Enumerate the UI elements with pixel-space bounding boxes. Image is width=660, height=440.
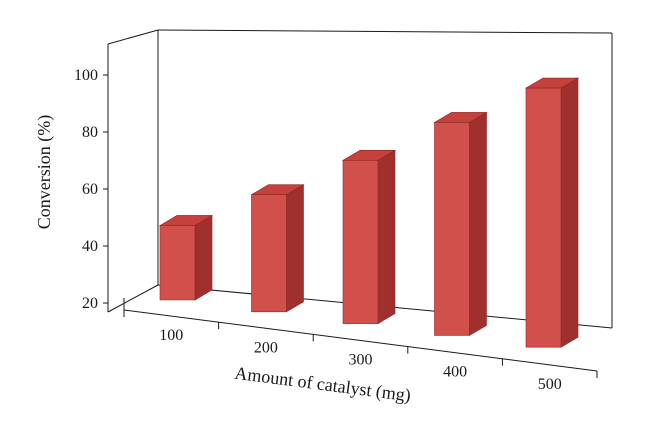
- y-tick-label: 100: [74, 67, 98, 84]
- x-tick-label: 200: [254, 339, 278, 356]
- x-ticks: 100 200 300 400 500: [123, 310, 598, 393]
- bars: [158, 77, 580, 348]
- back-wall-top-line: [157, 29, 613, 34]
- x-tick-label: 300: [349, 352, 373, 369]
- x-tick-label: 500: [538, 376, 562, 393]
- x-tick-label: 400: [443, 364, 467, 381]
- bar-side-face: [560, 77, 579, 348]
- back-wall-top-edge: [107, 29, 159, 45]
- y-tick-label: 80: [82, 124, 98, 141]
- x-axis-line: [123, 309, 598, 372]
- y-tick-label: 40: [82, 238, 98, 255]
- bar-side-face: [286, 184, 304, 313]
- y-ticks: 20 40 60 80 100: [74, 67, 108, 312]
- x-tick-label: 100: [159, 327, 183, 344]
- bar-side-face: [194, 214, 213, 301]
- y-tick-label: 60: [82, 181, 98, 198]
- bar-front-face: [159, 225, 196, 301]
- bar-200: [250, 184, 305, 313]
- bar-300: [341, 149, 397, 325]
- floor-left-edge: [107, 284, 159, 313]
- bar-500: [524, 77, 580, 348]
- x-axis: [123, 309, 598, 372]
- bar-100: [158, 214, 214, 301]
- bar-side-face: [377, 149, 396, 325]
- bar-front-face: [342, 160, 379, 324]
- x-axis-label: Amount of catalyst (mg): [233, 363, 412, 407]
- y-tick-label: 20: [82, 295, 98, 312]
- bar-400: [433, 111, 488, 336]
- bar-front-face: [434, 122, 470, 336]
- bar-side-face: [469, 111, 487, 336]
- y-axis-label: Conversion (%): [34, 115, 55, 229]
- bar-front-face: [251, 194, 287, 313]
- bar-front-face: [525, 87, 562, 348]
